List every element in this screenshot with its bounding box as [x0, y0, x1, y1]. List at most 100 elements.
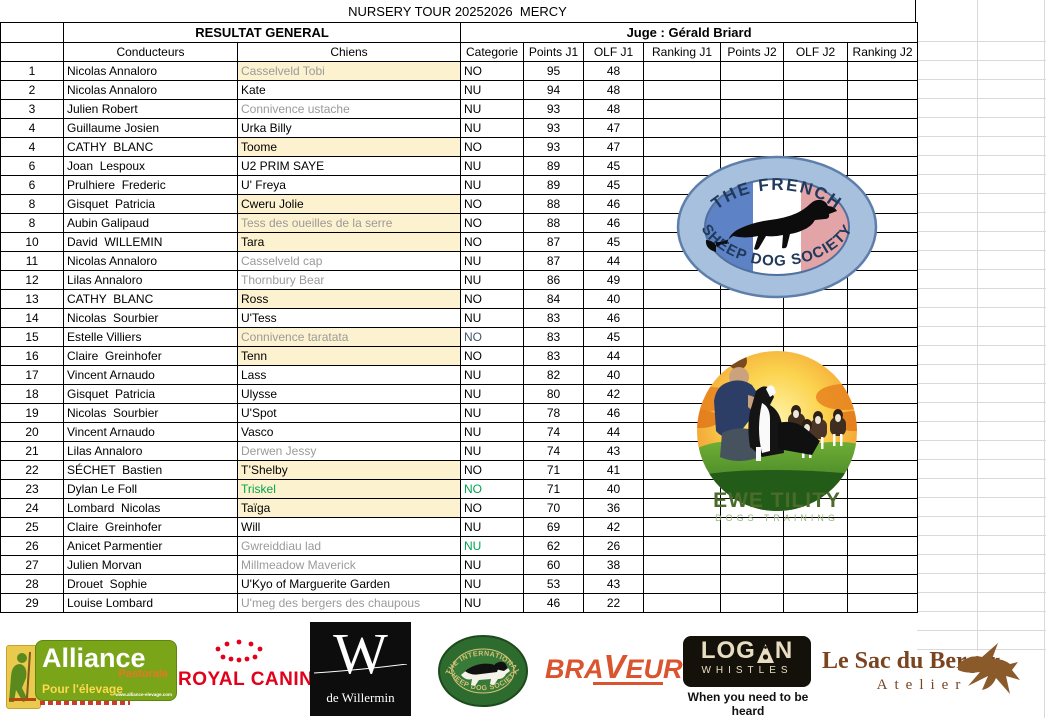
olf-j2-cell[interactable] — [783, 118, 849, 138]
chien-cell[interactable]: U'Kyo of Marguerite Garden — [236, 574, 462, 594]
points-j2-cell[interactable] — [720, 99, 785, 119]
ranking-j2-cell[interactable] — [847, 118, 919, 138]
points-j1-cell[interactable]: 80 — [523, 384, 585, 404]
categorie-cell[interactable]: NU — [460, 99, 525, 119]
chien-cell[interactable]: Casselveld cap — [236, 251, 462, 271]
olf-j1-cell[interactable]: 46 — [583, 194, 645, 214]
points-j2-cell[interactable] — [720, 555, 785, 575]
ranking-j2-cell[interactable] — [847, 61, 919, 81]
points-j1-cell[interactable]: 83 — [523, 308, 585, 328]
olf-j1-cell[interactable]: 44 — [583, 251, 645, 271]
categorie-cell[interactable]: NU — [460, 574, 525, 594]
ranking-j2-cell[interactable] — [847, 536, 919, 556]
ranking-j1-cell[interactable] — [643, 555, 722, 575]
conducteur-cell[interactable]: Guillaume Josien — [63, 118, 238, 138]
categorie-cell[interactable]: NU — [460, 517, 525, 537]
col-header-olf-j1[interactable]: OLF J1 — [583, 42, 645, 62]
rank-cell[interactable]: 22 — [0, 460, 64, 480]
points-j1-cell[interactable]: 93 — [523, 137, 585, 157]
olf-j2-cell[interactable] — [783, 308, 849, 328]
col-header-ranking-j1[interactable]: Ranking J1 — [643, 42, 722, 62]
rank-cell[interactable]: 4 — [0, 137, 64, 157]
points-j1-cell[interactable]: 82 — [523, 365, 585, 385]
categorie-cell[interactable]: NO — [460, 327, 525, 347]
categorie-cell[interactable]: NU — [460, 308, 525, 328]
points-j1-cell[interactable]: 62 — [523, 536, 585, 556]
ranking-j2-cell[interactable] — [847, 593, 919, 613]
rank-cell[interactable]: 20 — [0, 422, 64, 442]
sheet-title-cell[interactable]: NURSERY TOUR 20252026 MERCY — [0, 0, 916, 22]
ranking-j2-cell[interactable] — [847, 479, 919, 499]
olf-j1-cell[interactable]: 41 — [583, 460, 645, 480]
points-j1-cell[interactable]: 69 — [523, 517, 585, 537]
chien-cell[interactable]: Connivence ustache — [236, 99, 462, 119]
rank-cell[interactable]: 10 — [0, 232, 64, 252]
categorie-cell[interactable]: NU — [460, 251, 525, 271]
ranking-j2-cell[interactable] — [847, 327, 919, 347]
points-j1-cell[interactable]: 74 — [523, 441, 585, 461]
olf-j1-cell[interactable]: 44 — [583, 346, 645, 366]
col-header-olf-j2[interactable]: OLF J2 — [783, 42, 849, 62]
conducteur-cell[interactable]: Nicolas Annaloro — [63, 251, 238, 271]
ranking-j1-cell[interactable] — [643, 365, 722, 385]
conducteur-cell[interactable]: Dylan Le Foll — [63, 479, 238, 499]
rank-cell[interactable]: 12 — [0, 270, 64, 290]
categorie-cell[interactable]: NU — [460, 422, 525, 442]
categorie-cell[interactable]: NO — [460, 289, 525, 309]
points-j1-cell[interactable]: 89 — [523, 175, 585, 195]
conducteur-cell[interactable]: Julien Robert — [63, 99, 238, 119]
chien-cell[interactable]: Vasco — [236, 422, 462, 442]
olf-j1-cell[interactable]: 22 — [583, 593, 645, 613]
points-j1-cell[interactable]: 74 — [523, 422, 585, 442]
chien-cell[interactable]: Tenn — [236, 346, 462, 366]
olf-j1-cell[interactable]: 45 — [583, 232, 645, 252]
olf-j2-cell[interactable] — [783, 137, 849, 157]
ranking-j1-cell[interactable] — [643, 270, 722, 290]
olf-j1-cell[interactable]: 44 — [583, 422, 645, 442]
chien-cell[interactable]: Lass — [236, 365, 462, 385]
olf-j1-cell[interactable]: 46 — [583, 308, 645, 328]
conducteur-cell[interactable]: Joan Lespoux — [63, 156, 238, 176]
ranking-j2-cell[interactable] — [847, 422, 919, 442]
conducteur-cell[interactable]: Aubin Galipaud — [63, 213, 238, 233]
conducteur-cell[interactable]: Estelle Villiers — [63, 327, 238, 347]
olf-j1-cell[interactable]: 42 — [583, 517, 645, 537]
chien-cell[interactable]: Millmeadow Maverick — [236, 555, 462, 575]
olf-j2-cell[interactable] — [783, 61, 849, 81]
ranking-j1-cell[interactable] — [643, 536, 722, 556]
rank-cell[interactable]: 8 — [0, 213, 64, 233]
olf-j2-cell[interactable] — [783, 555, 849, 575]
rank-cell[interactable]: 19 — [0, 403, 64, 423]
ranking-j1-cell[interactable] — [643, 327, 722, 347]
olf-j2-cell[interactable] — [783, 99, 849, 119]
olf-j1-cell[interactable]: 40 — [583, 289, 645, 309]
points-j1-cell[interactable]: 88 — [523, 194, 585, 214]
rank-cell[interactable]: 13 — [0, 289, 64, 309]
chien-cell[interactable]: U' Freya — [236, 175, 462, 195]
points-j1-cell[interactable]: 89 — [523, 156, 585, 176]
olf-j1-cell[interactable]: 45 — [583, 175, 645, 195]
rank-cell[interactable]: 6 — [0, 156, 64, 176]
points-j2-cell[interactable] — [720, 61, 785, 81]
ranking-j2-cell[interactable] — [847, 365, 919, 385]
conducteur-cell[interactable]: Vincent Arnaudo — [63, 365, 238, 385]
rank-cell[interactable]: 24 — [0, 498, 64, 518]
olf-j1-cell[interactable]: 46 — [583, 213, 645, 233]
ranking-j2-cell[interactable] — [847, 137, 919, 157]
chien-cell[interactable]: Kate — [236, 80, 462, 100]
categorie-cell[interactable]: NO — [460, 61, 525, 81]
chien-cell[interactable]: Connivence taratata — [236, 327, 462, 347]
categorie-cell[interactable]: NO — [460, 232, 525, 252]
ranking-j1-cell[interactable] — [643, 517, 722, 537]
points-j1-cell[interactable]: 53 — [523, 574, 585, 594]
points-j2-cell[interactable] — [720, 536, 785, 556]
points-j1-cell[interactable]: 95 — [523, 61, 585, 81]
categorie-cell[interactable]: NU — [460, 175, 525, 195]
rank-cell[interactable]: 23 — [0, 479, 64, 499]
categorie-cell[interactable]: NU — [460, 403, 525, 423]
chien-cell[interactable]: Casselveld Tobi — [236, 61, 462, 81]
points-j2-cell[interactable] — [720, 593, 785, 613]
points-j1-cell[interactable]: 83 — [523, 346, 585, 366]
corner-cell[interactable] — [0, 22, 64, 43]
points-j2-cell[interactable] — [720, 327, 785, 347]
